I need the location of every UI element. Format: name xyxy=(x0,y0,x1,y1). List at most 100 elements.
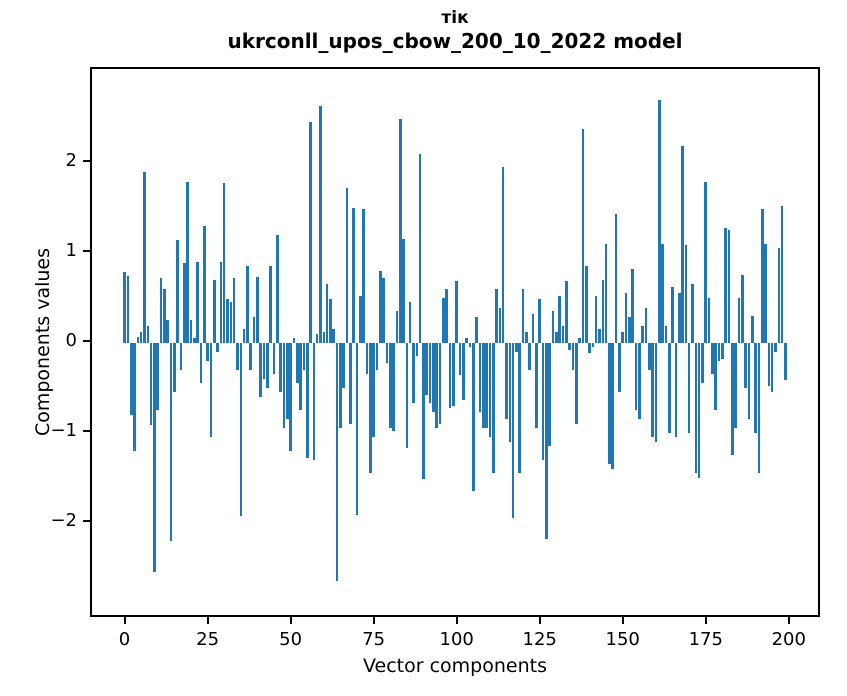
bar xyxy=(166,320,170,343)
bar xyxy=(229,302,233,343)
bar xyxy=(564,281,568,343)
bar xyxy=(432,342,435,412)
bar xyxy=(611,342,615,469)
bar xyxy=(299,342,302,411)
bar xyxy=(329,299,332,343)
bar xyxy=(638,342,641,420)
bar xyxy=(322,331,326,343)
bar xyxy=(754,342,757,433)
bar xyxy=(276,234,279,343)
y-tick-mark xyxy=(83,159,90,162)
bar xyxy=(146,326,150,343)
bar xyxy=(651,342,654,438)
bar xyxy=(694,342,698,474)
y-tick-mark xyxy=(83,429,90,432)
bar xyxy=(435,342,439,429)
bar xyxy=(305,342,309,458)
bar xyxy=(737,297,741,343)
bar xyxy=(471,342,475,492)
bar xyxy=(458,342,462,375)
bar xyxy=(345,187,349,343)
bar xyxy=(535,342,538,429)
bar xyxy=(136,337,140,343)
bar xyxy=(239,342,243,517)
x-tick-label: 100 xyxy=(439,629,474,650)
bar xyxy=(608,342,611,465)
bar xyxy=(246,266,249,343)
bar xyxy=(418,153,422,343)
bar xyxy=(289,342,292,451)
bar xyxy=(415,342,419,357)
bar xyxy=(784,342,787,381)
bar xyxy=(631,268,635,343)
bar xyxy=(325,284,329,343)
bar xyxy=(335,342,339,582)
bar xyxy=(684,245,688,343)
bar xyxy=(378,270,382,343)
bar xyxy=(601,279,605,343)
bar xyxy=(621,331,625,343)
bar xyxy=(777,248,781,343)
bar xyxy=(365,342,369,375)
bar xyxy=(750,315,754,343)
bar xyxy=(677,293,681,343)
bar xyxy=(216,342,219,352)
bar xyxy=(657,99,661,343)
bar xyxy=(362,209,365,343)
bar xyxy=(541,342,545,460)
bar xyxy=(744,342,747,388)
bar xyxy=(711,342,714,375)
bar xyxy=(644,308,648,343)
bar xyxy=(741,275,744,343)
bar xyxy=(252,317,256,343)
bar xyxy=(445,288,449,343)
bar xyxy=(342,342,346,388)
y-tick-mark xyxy=(83,339,90,342)
bar xyxy=(697,342,701,478)
bar xyxy=(770,342,774,393)
bar xyxy=(139,331,143,343)
bar xyxy=(385,342,389,364)
bar xyxy=(724,228,727,343)
bar xyxy=(462,342,465,401)
bar xyxy=(508,342,512,442)
bar xyxy=(193,338,196,343)
bar xyxy=(179,342,183,370)
bar xyxy=(312,342,316,460)
bar xyxy=(465,338,468,343)
bar xyxy=(664,326,668,343)
bar xyxy=(126,276,130,343)
bar xyxy=(598,329,601,343)
bar xyxy=(375,342,379,370)
bar xyxy=(206,342,209,361)
bar xyxy=(707,297,711,343)
bar xyxy=(511,342,515,519)
bar xyxy=(538,299,542,343)
bar xyxy=(764,243,767,343)
bar xyxy=(156,342,160,411)
bar xyxy=(714,342,718,411)
x-tick-mark xyxy=(372,617,375,624)
bar xyxy=(624,293,628,343)
bar xyxy=(222,183,226,343)
x-tick-label: 175 xyxy=(688,629,723,650)
bar xyxy=(578,338,581,343)
bar xyxy=(295,342,299,384)
bar xyxy=(352,207,356,343)
bar xyxy=(455,281,458,343)
bar xyxy=(468,342,472,348)
bar xyxy=(498,308,502,343)
bar xyxy=(398,119,402,343)
bar xyxy=(481,342,485,429)
bar xyxy=(309,122,312,343)
bar xyxy=(438,342,442,424)
bar xyxy=(183,263,186,343)
y-tick-mark xyxy=(83,519,90,522)
bar xyxy=(292,338,296,343)
bar xyxy=(515,342,518,352)
bar xyxy=(521,288,525,343)
bar xyxy=(641,326,644,343)
bar xyxy=(780,205,784,343)
y-tick-label: 0 xyxy=(65,329,77,351)
bar xyxy=(548,342,551,447)
